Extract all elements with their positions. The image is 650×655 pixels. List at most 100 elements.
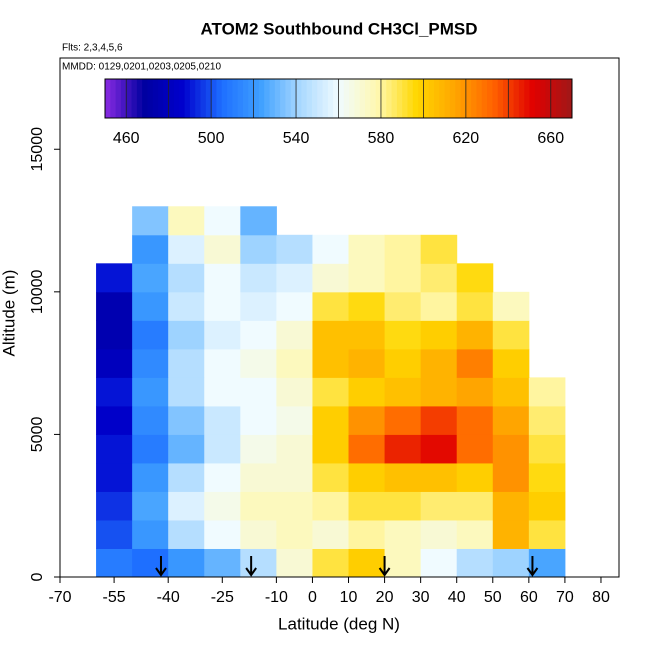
- heatmap-cell: [96, 263, 133, 293]
- heatmap-cell: [204, 320, 241, 350]
- colorbar-segment: [349, 79, 355, 118]
- heatmap-cell: [168, 377, 205, 407]
- heatmap-cell: [312, 263, 350, 293]
- heatmap-cell: [96, 291, 133, 321]
- heatmap-cell: [492, 519, 530, 549]
- heatmap-cell: [240, 348, 277, 378]
- heatmap-cell: [348, 291, 386, 321]
- colorbar-segment: [211, 79, 217, 118]
- arrow-marker: [245, 556, 257, 577]
- heatmap-cell: [276, 405, 313, 435]
- colorbar-segment: [115, 79, 122, 118]
- colorbar-tick-label: 580: [368, 130, 395, 147]
- colorbar-segment: [168, 79, 175, 118]
- heatmap-cell: [312, 491, 350, 521]
- colorbar-segment: [561, 79, 568, 118]
- heatmap-cell: [276, 434, 313, 464]
- heatmap-cell: [168, 348, 205, 378]
- heatmap-cell: [528, 377, 566, 407]
- heatmap-cell: [420, 462, 458, 492]
- colorbar-segment: [428, 79, 435, 118]
- heatmap-cell: [456, 405, 494, 435]
- colorbar-segment: [566, 79, 573, 118]
- heatmap-cell: [204, 291, 241, 321]
- colorbar-segment: [110, 79, 117, 118]
- heatmap-cell: [456, 263, 494, 293]
- heatmap-cell: [492, 434, 530, 464]
- heatmap-cell: [384, 377, 422, 407]
- heatmap-cell: [132, 348, 169, 378]
- heatmap-cell: [420, 434, 458, 464]
- heatmap-cell: [132, 462, 169, 492]
- annotation: Flts: 2,3,4,5,6: [62, 43, 123, 54]
- colorbar-segment: [407, 79, 414, 118]
- heatmap-cell: [168, 263, 205, 293]
- colorbar-segment: [237, 79, 244, 118]
- colorbar-segment: [359, 79, 366, 118]
- heatmap-cell: [132, 377, 169, 407]
- heatmap-cell: [168, 291, 205, 321]
- colorbar-segment: [301, 79, 308, 118]
- heatmap-cell: [204, 519, 241, 549]
- heatmap-cell: [276, 263, 313, 293]
- heatmap-cell: [420, 291, 458, 321]
- heatmap-cell: [240, 519, 277, 549]
- colorbar-segment: [248, 79, 255, 118]
- heatmap-cell: [528, 462, 566, 492]
- heatmap-cell: [240, 462, 277, 492]
- heatmap-cell: [276, 519, 313, 549]
- heatmap-cell: [528, 491, 566, 521]
- x-tick-label: 20: [376, 589, 394, 606]
- heatmap-cell: [456, 519, 494, 549]
- colorbar-segment: [481, 79, 488, 118]
- heatmap-cell: [420, 405, 458, 435]
- heatmap-cell: [456, 291, 494, 321]
- x-axis-label: Latitude (deg N): [278, 614, 400, 633]
- colorbar-segment: [423, 79, 430, 118]
- heatmap-cell: [528, 519, 566, 549]
- heatmap-cell: [132, 434, 169, 464]
- colorbar-segment: [503, 79, 509, 118]
- heatmap-cell: [168, 519, 205, 549]
- colorbar-segment: [545, 79, 552, 118]
- heatmap-cell: [492, 291, 530, 321]
- colorbar-segment: [227, 79, 233, 118]
- colorbar-segment: [333, 79, 339, 118]
- heatmap-cell: [276, 462, 313, 492]
- colorbar-segment: [147, 79, 154, 118]
- heatmap-cell: [384, 291, 422, 321]
- heatmap-cell: [96, 519, 133, 549]
- colorbar-segment: [343, 79, 350, 118]
- colorbar-segment: [518, 79, 525, 118]
- heatmap-cell: [492, 405, 530, 435]
- colorbar-segment: [184, 79, 191, 118]
- heatmap-cell: [168, 491, 205, 521]
- y-tick-label: 10000: [29, 269, 46, 314]
- heatmap-cell: [312, 234, 350, 264]
- x-tick-label: -25: [211, 589, 234, 606]
- x-tick-label: 10: [340, 589, 358, 606]
- heatmap-cell: [240, 234, 277, 264]
- colorbar-segment: [179, 79, 186, 118]
- heatmap-cell: [348, 348, 386, 378]
- x-tick-label: 30: [412, 589, 430, 606]
- heatmap-cell: [420, 263, 458, 293]
- colorbar-frame: [104, 78, 573, 119]
- colorbar-segment: [163, 79, 170, 118]
- heatmap-cell: [312, 348, 350, 378]
- x-tick-label: 40: [448, 589, 466, 606]
- plot-frame: [59, 57, 620, 578]
- heatmap-cell: [384, 263, 422, 293]
- colorbar-segment: [258, 79, 265, 118]
- colorbar-segment: [396, 79, 403, 118]
- heatmap-cell: [456, 462, 494, 492]
- heatmap-cell: [492, 548, 530, 578]
- heatmap-cell: [384, 434, 422, 464]
- heatmap-cell: [456, 548, 494, 578]
- colorbar-segment: [434, 79, 440, 118]
- colorbar-segment: [242, 79, 249, 118]
- colorbar-segment: [232, 79, 239, 118]
- heatmap-cell: [348, 263, 386, 293]
- annotation: MMDD: 0129,0201,0203,0205,0210: [62, 62, 221, 73]
- colorbar-segment: [508, 79, 515, 118]
